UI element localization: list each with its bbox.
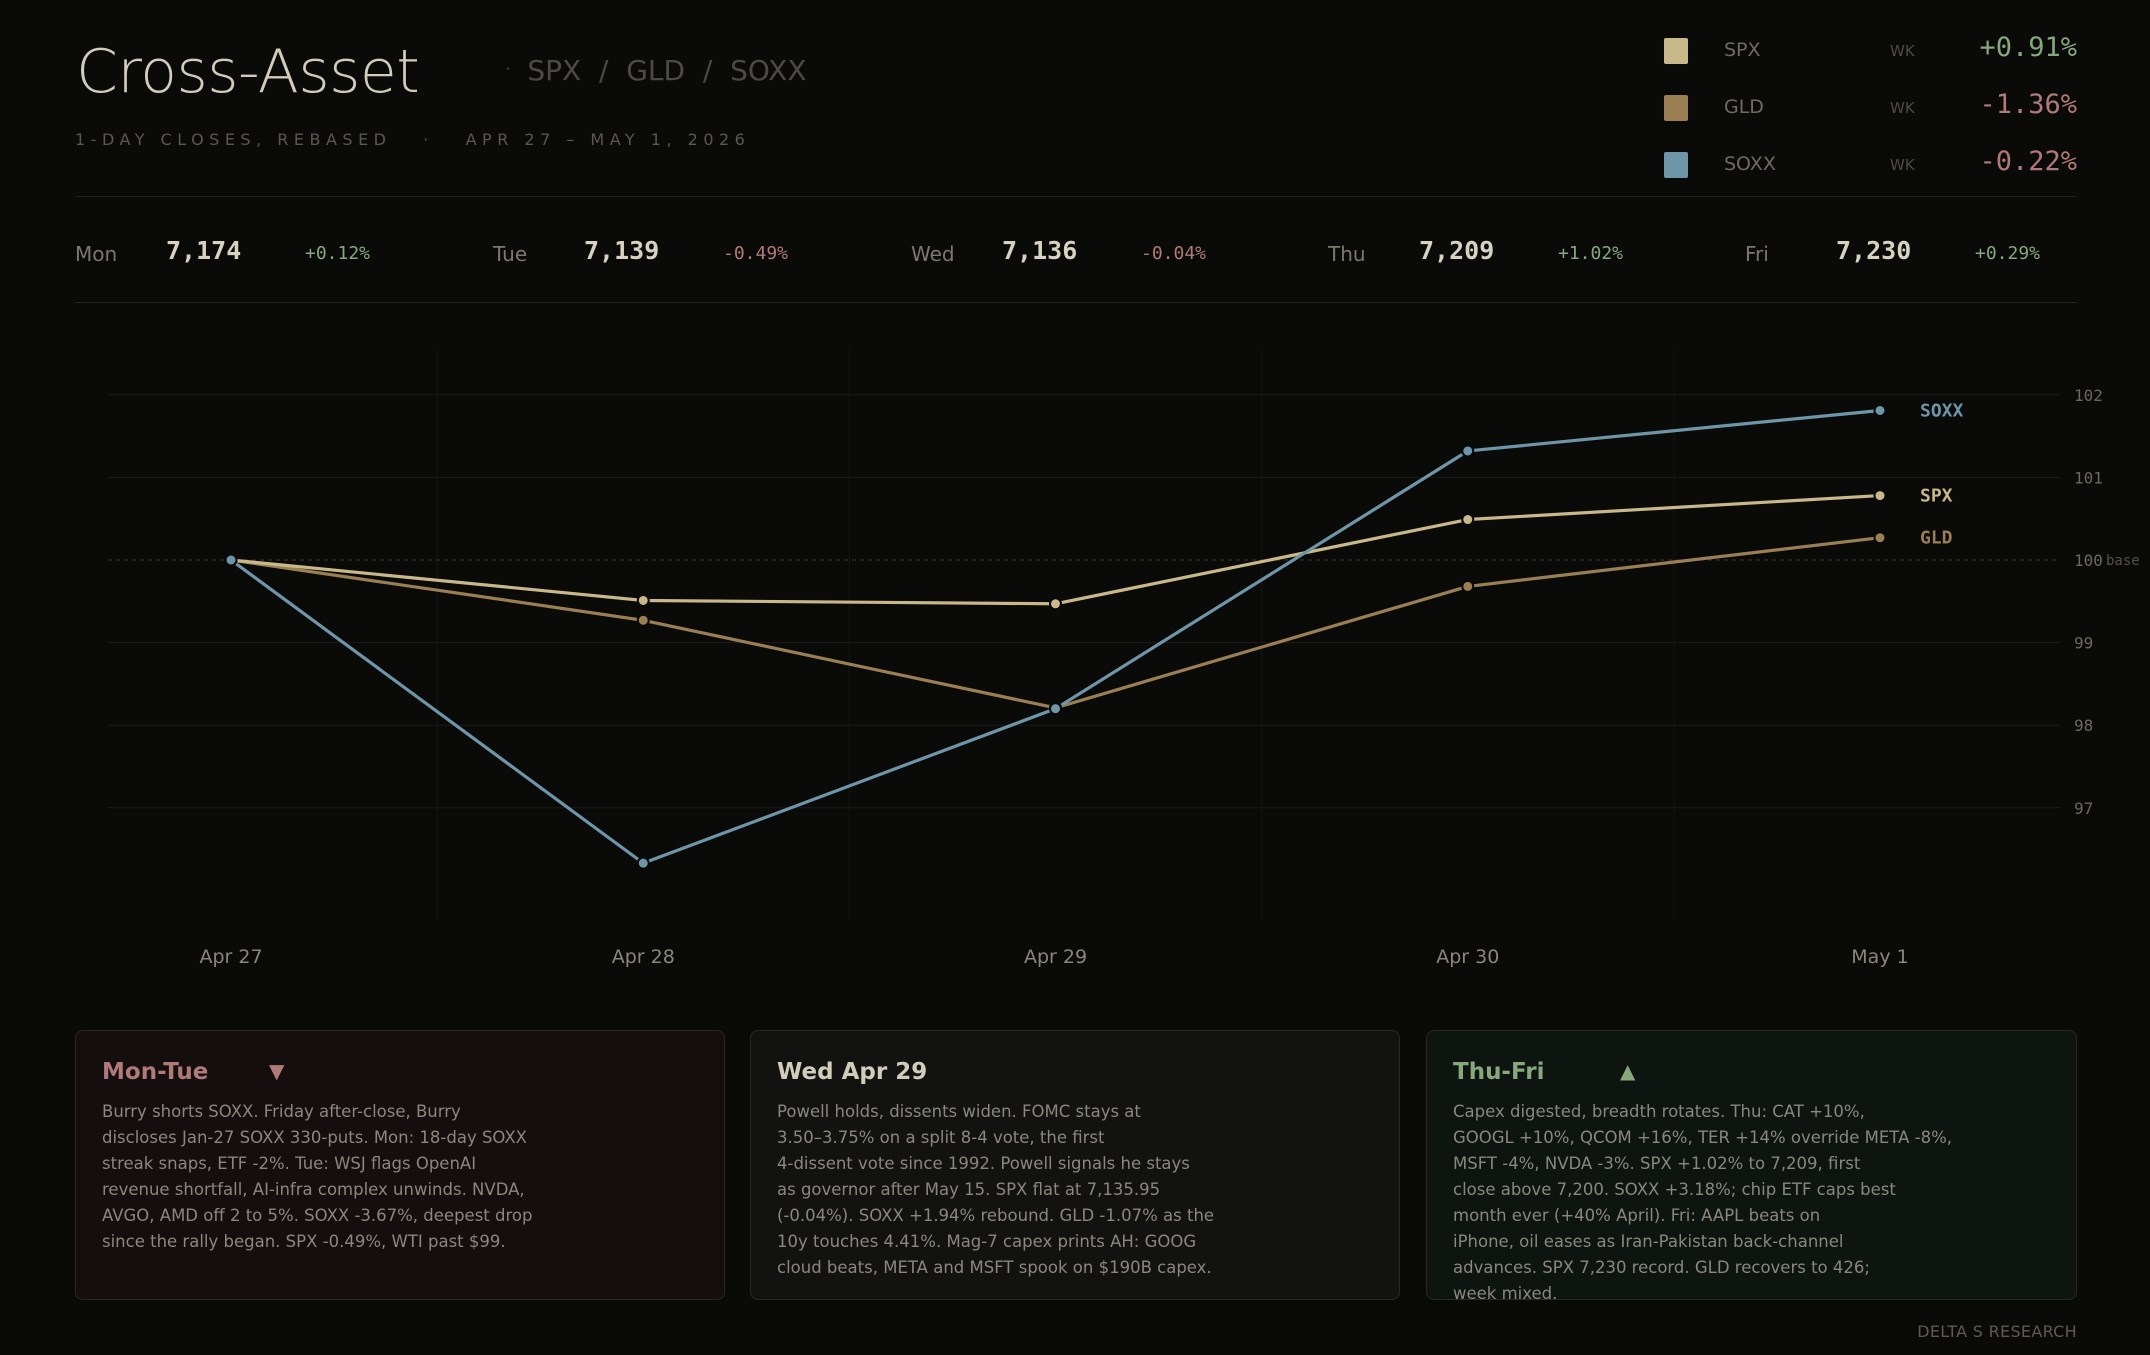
day-label: Thu — [1328, 242, 1366, 266]
day-close-value: 7,230 — [1836, 236, 1912, 265]
x-tick-label: Apr 29 — [1024, 946, 1087, 968]
series-line-gld — [229, 536, 1882, 710]
card-body: Burry shorts SOXX. Friday after-close, B… — [102, 1102, 533, 1251]
card-title: Thu-Fri — [1453, 1059, 1545, 1085]
day-label: Fri — [1745, 242, 1769, 266]
subtitle: 1-DAY CLOSES, REBASED · APR 27 – MAY 1, … — [75, 130, 751, 149]
separator-dot: · — [505, 57, 512, 81]
legend-name: GLD — [1724, 96, 1764, 118]
legend-change: -1.36% — [1979, 89, 2077, 120]
day-label: Mon — [75, 242, 118, 266]
x-tick-label: Apr 30 — [1436, 946, 1499, 968]
series-end-label-soxx: SOXX — [1920, 400, 1964, 421]
ticker-list-label: SPX / GLD / SOXX — [527, 54, 807, 87]
legend-swatch-soxx — [1664, 152, 1688, 178]
legend-change: -0.22% — [1979, 146, 2077, 177]
legend-period: WK — [1890, 156, 1915, 174]
x-tick-label: May 1 — [1851, 946, 1908, 968]
up-arrow-icon: ▲ — [1620, 1059, 1636, 1083]
footer-brand: DELTA S RESEARCH — [1917, 1322, 2077, 1341]
card-mon-tue: Mon-Tue ▼ Burry shorts SOXX. Friday afte… — [75, 1030, 725, 1300]
y-tick-label: 97 — [2074, 799, 2093, 818]
data-point-gld — [1873, 531, 1887, 545]
card-title: Wed Apr 29 — [777, 1059, 928, 1085]
day-change: +1.02% — [1558, 243, 1624, 264]
data-point-soxx — [1461, 444, 1475, 458]
day-change: +0.29% — [1975, 243, 2041, 264]
series-end-label-gld: GLD — [1920, 528, 1953, 549]
data-point-spx — [1873, 489, 1887, 503]
y-tick-label: 100 — [2074, 551, 2103, 570]
day-close-value: 7,139 — [584, 236, 660, 265]
data-point-spx — [636, 593, 650, 607]
y-tick-label: 98 — [2074, 716, 2093, 735]
down-arrow-icon: ▼ — [269, 1059, 285, 1083]
day-close-value: 7,209 — [1419, 236, 1495, 265]
day-change: +0.12% — [305, 243, 371, 264]
data-point-soxx — [1049, 702, 1062, 716]
day-label: Wed — [911, 242, 955, 266]
data-point-spx — [1461, 513, 1475, 527]
card-wed: Wed Apr 29 Powell holds, dissents widen.… — [750, 1030, 1400, 1300]
data-point-soxx — [636, 856, 650, 870]
day-change: -0.49% — [723, 243, 789, 264]
series-line-spx — [229, 493, 1882, 606]
page-title: Cross-Asset — [76, 37, 420, 107]
series-end-label-spx: SPX — [1920, 486, 1953, 507]
y-tick-label: 101 — [2074, 468, 2103, 487]
legend-swatch-spx — [1664, 38, 1688, 64]
day-close-value: 7,136 — [1002, 236, 1078, 265]
y-tick-label: 102 — [2074, 386, 2103, 405]
data-point-soxx — [224, 553, 238, 567]
day-change: -0.04% — [1141, 243, 1207, 264]
legend-row-spx: SPX WK +0.91% — [1664, 32, 2077, 74]
legend-name: SOXX — [1724, 153, 1776, 175]
divider — [75, 302, 2077, 303]
legend-row-gld: GLD WK -1.36% — [1664, 89, 2077, 131]
day-label: Tue — [493, 242, 528, 266]
divider — [75, 196, 2077, 197]
legend-row-soxx: SOXX WK -0.22% — [1664, 146, 2077, 188]
card-body: Capex digested, breadth rotates. Thu: CA… — [1453, 1102, 1953, 1303]
data-point-spx — [1049, 597, 1062, 611]
ticker-list: · SPX / GLD / SOXX — [505, 54, 807, 87]
card-title: Mon-Tue — [102, 1059, 209, 1085]
card-body: Powell holds, dissents widen. FOMC stays… — [777, 1102, 1215, 1277]
legend-change: +0.91% — [1979, 32, 2077, 63]
y-tick-label: 99 — [2074, 634, 2093, 653]
legend-period: WK — [1890, 42, 1915, 60]
rebased-line-chart: 97 98 99 100 101 102 base Apr 27 Apr 28 Apr 29 Apr… — [108, 350, 2140, 968]
day-close-value: 7,174 — [166, 236, 242, 265]
x-tick-label: Apr 27 — [199, 946, 262, 968]
x-tick-label: Apr 28 — [612, 946, 675, 968]
data-point-gld — [1461, 579, 1475, 593]
series-line-soxx — [229, 408, 1882, 865]
legend-swatch-gld — [1664, 95, 1688, 121]
legend-name: SPX — [1724, 39, 1761, 61]
base-label: base — [2106, 553, 2140, 569]
legend-period: WK — [1890, 99, 1915, 117]
data-point-gld — [636, 613, 650, 627]
data-point-soxx — [1873, 403, 1887, 417]
card-thu-fri: Thu-Fri ▲ Capex digested, breadth rotate… — [1426, 1030, 2077, 1303]
